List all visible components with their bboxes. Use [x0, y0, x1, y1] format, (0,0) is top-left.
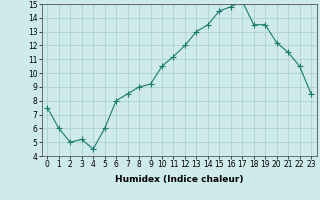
- X-axis label: Humidex (Indice chaleur): Humidex (Indice chaleur): [115, 175, 244, 184]
